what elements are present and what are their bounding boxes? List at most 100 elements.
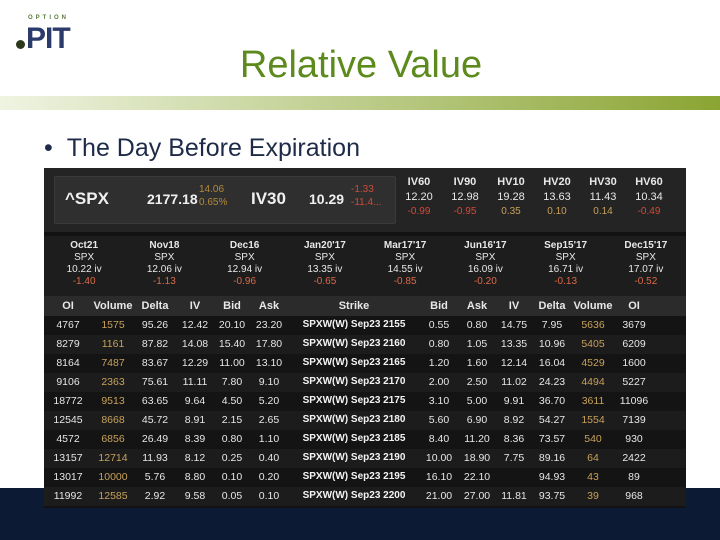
table-row[interactable]: 18772 9513 63.65 9.64 4.50 5.20 SPXW(W) Sep23 …: [44, 392, 686, 411]
quote-box[interactable]: ^SPX 2177.18 14.06 0.65% IV30 10.29 -1.3…: [54, 176, 396, 224]
expiration-name: Oct21: [70, 240, 99, 251]
cell-ask: 0.20: [258, 471, 280, 483]
cell-volume: 4529: [581, 357, 605, 369]
column-header-delta-10[interactable]: Delta: [538, 300, 566, 312]
column-header-delta-2[interactable]: Delta: [141, 300, 169, 312]
cell-volume: 5636: [581, 319, 605, 331]
logo-dot-icon: [16, 40, 25, 49]
table-row[interactable]: 13017 10000 5.76 8.80 0.10 0.20 SPXW(W) Sep23 …: [44, 468, 686, 487]
expiration-tab-7[interactable]: Dec15'17 SPX 17.07 iv -0.52: [606, 240, 686, 288]
table-row[interactable]: 4767 1575 95.26 12.42 20.10 23.20 SPXW(W) Sep2…: [44, 316, 686, 335]
vol-stat-hv60[interactable]: HV60 10.34 -0.49: [626, 176, 672, 217]
cell-delta: 36.70: [538, 395, 566, 407]
table-row[interactable]: 9106 2363 75.61 11.11 7.80 9.10 SPXW(W) Sep23 …: [44, 373, 686, 392]
vol-stat-value: 10.34: [635, 191, 663, 203]
cell-oi: 13017: [53, 471, 83, 483]
cell-oi: 5227: [622, 376, 646, 388]
expiration-symbol: SPX: [234, 252, 255, 263]
cell-ask: 18.90: [463, 452, 491, 464]
column-header-volume-1[interactable]: Volume: [93, 300, 133, 312]
cell-delta: 83.67: [141, 357, 169, 369]
column-header-volume-11[interactable]: Volume: [573, 300, 613, 312]
table-row[interactable]: 4572 6856 26.49 8.39 0.80 1.10 SPXW(W) Sep23 2…: [44, 430, 686, 449]
expiration-tab-1[interactable]: Nov18 SPX 12.06 iv -1.13: [124, 240, 204, 288]
column-header-bid-4[interactable]: Bid: [223, 300, 241, 312]
cell-delta: 7.95: [541, 319, 563, 331]
expiration-tab-6[interactable]: Sep15'17 SPX 16.71 iv -0.13: [526, 240, 606, 288]
expiration-change: -1.40: [72, 276, 96, 287]
cell-iv: 12.42: [181, 319, 209, 331]
cell-iv: 11.02: [501, 376, 527, 388]
cell-volume: 1161: [101, 338, 125, 350]
table-row[interactable]: 13157 12714 11.93 8.12 0.25 0.40 SPXW(W) Sep23…: [44, 449, 686, 468]
expiration-name: Nov18: [149, 240, 180, 251]
expiration-symbol: SPX: [555, 252, 576, 263]
expiration-tab-3[interactable]: Jan20'17 SPX 13.35 iv -0.65: [285, 240, 365, 288]
expiration-iv: 12.94 iv: [227, 264, 263, 275]
vol-stat-iv90[interactable]: IV90 12.98 -0.95: [442, 176, 488, 217]
column-header-iv-9[interactable]: IV: [508, 300, 520, 312]
column-header-iv-3[interactable]: IV: [189, 300, 201, 312]
table-row[interactable]: 11992 12585 2.92 9.58 0.05 0.10 SPXW(W) Sep23 …: [44, 487, 686, 506]
expiration-tab-4[interactable]: Mar17'17 SPX 14.55 iv -0.85: [365, 240, 445, 288]
cell-delta: 11.93: [142, 452, 168, 464]
quote-change-abs: 14.06: [199, 184, 225, 195]
cell-strike: SPXW(W) Sep23 2165: [302, 357, 406, 368]
expiration-change: -0.20: [473, 276, 497, 287]
expiration-tab-2[interactable]: Dec16 SPX 12.94 iv -0.96: [205, 240, 285, 288]
expiration-symbol: SPX: [395, 252, 416, 263]
vol-stat-value: 13.63: [543, 191, 571, 203]
cell-oi: 11096: [619, 395, 649, 407]
column-header-bid-7[interactable]: Bid: [430, 300, 448, 312]
column-header-strike-6[interactable]: Strike: [338, 300, 370, 312]
vol-stat-change: 0.14: [593, 206, 613, 217]
cell-delta: 89.16: [538, 452, 566, 464]
cell-ask: 13.10: [255, 357, 283, 369]
cell-iv: 8.36: [503, 433, 525, 445]
column-header-ask-5[interactable]: Ask: [258, 300, 280, 312]
cell-volume: 5405: [581, 338, 605, 350]
column-header-ask-8[interactable]: Ask: [466, 300, 488, 312]
vol-stat-change: -0.49: [637, 206, 661, 217]
cell-ask: 1.10: [258, 433, 280, 445]
cell-oi: 1600: [622, 357, 646, 369]
cell-oi: 6209: [622, 338, 646, 350]
vol-stat-hv20[interactable]: HV20 13.63 0.10: [534, 176, 580, 217]
cell-delta: 5.76: [144, 471, 166, 483]
table-row[interactable]: 8164 7487 83.67 12.29 11.00 13.10 SPXW(W) Sep2…: [44, 354, 686, 373]
cell-ask: 1.60: [466, 357, 488, 369]
cell-bid: 7.80: [221, 376, 243, 388]
expiration-symbol: SPX: [314, 252, 335, 263]
expiration-tab-5[interactable]: Jun16'17 SPX 16.09 iv -0.20: [445, 240, 525, 288]
expiration-strip: Oct21 SPX 10.22 iv -1.40 Nov18 SPX 12.06 iv -1.…: [44, 236, 686, 296]
cell-delta: 54.27: [538, 414, 566, 426]
column-header-oi-12[interactable]: OI: [628, 300, 640, 312]
expiration-change: -1.13: [152, 276, 176, 287]
cell-iv: 13.35: [500, 338, 528, 350]
vol-stat-hv10[interactable]: HV10 19.28 0.35: [488, 176, 534, 217]
cell-iv: 8.12: [184, 452, 206, 464]
table-row[interactable]: 12545 8668 45.72 8.91 2.15 2.65 SPXW(W) Sep23 …: [44, 411, 686, 430]
cell-volume: 64: [587, 452, 599, 464]
cell-volume: 8668: [101, 414, 125, 426]
title-divider: [0, 96, 720, 110]
cell-bid: 21.00: [425, 490, 453, 502]
cell-volume: 10000: [98, 471, 128, 483]
vol-stat-label: IV60: [407, 176, 431, 188]
vol-stat-hv30[interactable]: HV30 11.43 0.14: [580, 176, 626, 217]
table-row[interactable]: 8279 1161 87.82 14.08 15.40 17.80 SPXW(W) Sep2…: [44, 335, 686, 354]
expiration-name: Dec16: [229, 240, 260, 251]
cell-iv: 9.91: [503, 395, 525, 407]
column-header-oi-0[interactable]: OI: [62, 300, 74, 312]
expiration-tab-0[interactable]: Oct21 SPX 10.22 iv -1.40: [44, 240, 124, 288]
cell-delta: 24.23: [538, 376, 566, 388]
expiration-change: -0.13: [554, 276, 578, 287]
cell-volume: 12714: [98, 452, 128, 464]
vol-stat-value: 19.28: [497, 191, 525, 203]
cell-volume: 4494: [581, 376, 605, 388]
cell-ask: 2.65: [258, 414, 280, 426]
cell-bid: 0.25: [221, 452, 243, 464]
expiration-name: Sep15'17: [544, 240, 588, 251]
slide-title: Relative Value: [239, 44, 483, 86]
vol-stat-iv60[interactable]: IV60 12.20 -0.99: [396, 176, 442, 217]
